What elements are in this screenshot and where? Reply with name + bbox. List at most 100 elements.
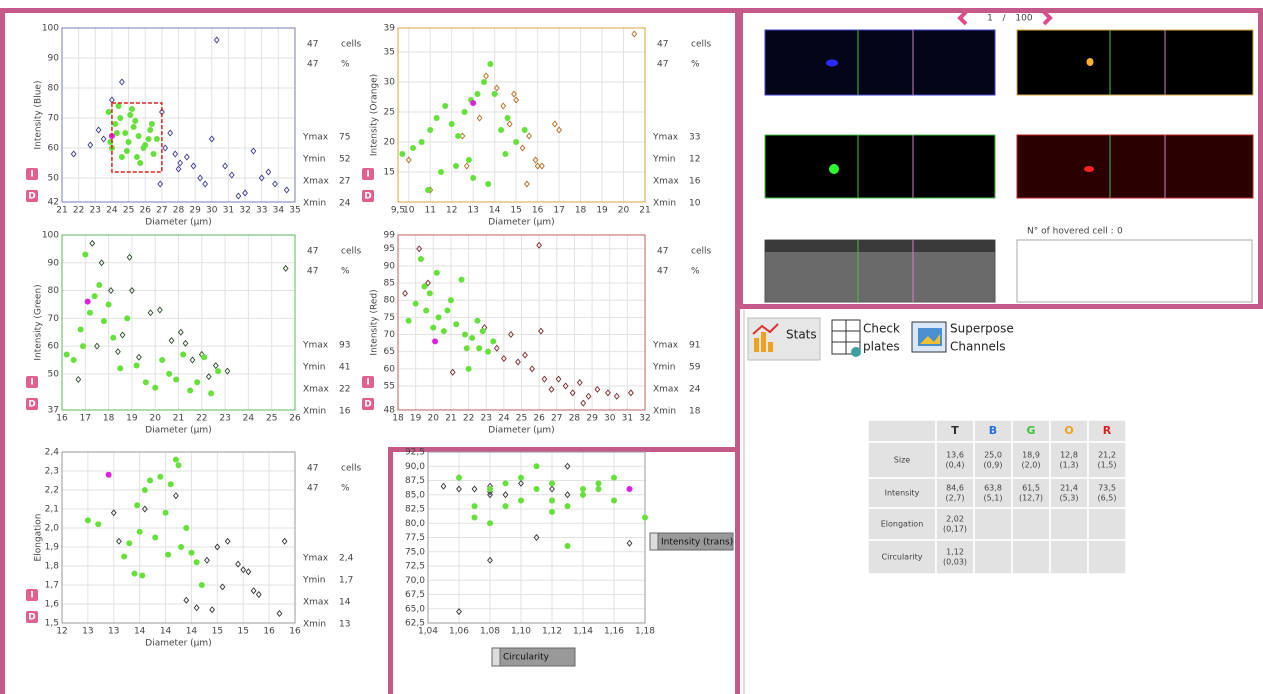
point bbox=[421, 283, 427, 289]
y-tick-label: 55 bbox=[384, 381, 395, 391]
icon bbox=[761, 332, 766, 352]
x-tick-label: 34 bbox=[273, 206, 285, 216]
point bbox=[178, 544, 184, 550]
cell-value: 21,2 bbox=[1098, 451, 1116, 460]
cell-count: 47 bbox=[307, 464, 318, 474]
x-tick-label: 23 bbox=[480, 414, 491, 424]
table-cell bbox=[1012, 508, 1050, 540]
point bbox=[502, 151, 508, 157]
stat-value: 2,4 bbox=[339, 554, 354, 564]
row-label: Intensity bbox=[885, 489, 920, 498]
stat-name: Ymax bbox=[302, 554, 329, 564]
point bbox=[485, 181, 491, 187]
point bbox=[413, 301, 419, 307]
stat-name: Xmax bbox=[653, 385, 679, 395]
y-tick-label: 1,8 bbox=[45, 562, 60, 572]
point bbox=[154, 136, 160, 142]
plot-area bbox=[398, 28, 645, 202]
x-tick-label: 13 bbox=[108, 627, 119, 637]
y-tick-label: 90 bbox=[48, 54, 60, 64]
x-tick-label: 1,10 bbox=[511, 627, 531, 637]
cell-value: (0,03) bbox=[943, 558, 967, 567]
y-tick-label: 30 bbox=[384, 78, 396, 88]
point bbox=[462, 332, 468, 338]
point bbox=[180, 351, 186, 357]
axis-button-label: D bbox=[364, 192, 371, 202]
point bbox=[534, 486, 540, 492]
page-current: 1 bbox=[987, 14, 993, 24]
point bbox=[456, 475, 462, 481]
stat-value: 16 bbox=[689, 177, 701, 187]
point bbox=[126, 139, 132, 145]
y-tick-label: 1,9 bbox=[45, 543, 60, 553]
x-tick-label: 30 bbox=[604, 414, 616, 424]
point bbox=[71, 357, 77, 363]
x-tick-label: 14 bbox=[186, 627, 198, 637]
x-tick-label: 20 bbox=[618, 206, 630, 216]
x-tick-label: 11 bbox=[424, 206, 435, 216]
point bbox=[142, 487, 148, 493]
x-tick-label: 25 bbox=[123, 206, 134, 216]
x-tick-label: 23 bbox=[90, 206, 101, 216]
point bbox=[455, 133, 461, 139]
y-tick-label: 80,0 bbox=[405, 519, 425, 529]
cell-value: 2,02 bbox=[946, 515, 964, 524]
next-button[interactable] bbox=[1044, 12, 1050, 24]
stat-value: 24 bbox=[689, 385, 701, 395]
y-tick-label: 80 bbox=[384, 296, 396, 306]
row-label: Size bbox=[894, 456, 911, 465]
point bbox=[503, 480, 509, 486]
x-tick-label: 16 bbox=[263, 627, 275, 637]
point bbox=[423, 307, 429, 313]
y-tick-label: 70 bbox=[48, 314, 60, 324]
point bbox=[549, 509, 555, 515]
point bbox=[124, 315, 130, 321]
point bbox=[139, 573, 145, 579]
y-tick-label: 72,5 bbox=[405, 562, 425, 572]
axis-button-label: D bbox=[28, 192, 35, 202]
x-tick-label: 22 bbox=[196, 414, 207, 424]
cell-count: 47 bbox=[657, 40, 668, 50]
cell-value: 13,6 bbox=[946, 451, 964, 460]
stat-value: 14 bbox=[339, 598, 351, 608]
point bbox=[152, 535, 158, 541]
red-cell bbox=[1084, 166, 1094, 172]
cell-percent-unit: % bbox=[691, 60, 700, 70]
check-label: Check bbox=[863, 322, 900, 336]
x-tick-label: 24 bbox=[106, 206, 118, 216]
y-tick-label: 15 bbox=[384, 168, 395, 178]
page-separator: / bbox=[1002, 14, 1006, 24]
point bbox=[137, 160, 143, 166]
point bbox=[101, 318, 107, 324]
y-tick-label: 90,0 bbox=[405, 462, 425, 472]
table-cell bbox=[1050, 508, 1088, 540]
x-tick-label: 10 bbox=[403, 206, 415, 216]
point bbox=[173, 457, 179, 463]
stat-value: 13 bbox=[339, 620, 350, 630]
point bbox=[201, 354, 207, 360]
y-tick-label: 82,5 bbox=[405, 505, 425, 515]
table-cell bbox=[974, 540, 1012, 574]
plot-area bbox=[62, 452, 295, 623]
y-tick-label: 70 bbox=[384, 330, 396, 340]
point bbox=[124, 148, 130, 154]
y-tick-label: 85 bbox=[384, 279, 395, 289]
cell-value: 1,12 bbox=[946, 548, 964, 557]
x-tick-label: 32 bbox=[239, 206, 250, 216]
point bbox=[127, 112, 133, 118]
y-tick-label: 2,2 bbox=[45, 486, 59, 496]
y-tick-label: 70 bbox=[48, 114, 60, 124]
cell-percent: 47 bbox=[657, 60, 668, 70]
point bbox=[147, 478, 153, 484]
point bbox=[476, 345, 482, 351]
x-tick-label: 25 bbox=[266, 414, 277, 424]
x-tick-label: 1,12 bbox=[542, 627, 562, 637]
point bbox=[487, 486, 493, 492]
y-tick-label: 70,0 bbox=[405, 576, 425, 586]
prev-button[interactable] bbox=[960, 12, 966, 24]
point bbox=[136, 133, 142, 139]
x-tick-label: 1,06 bbox=[449, 627, 469, 637]
superpose-label: Superpose bbox=[950, 322, 1014, 336]
x-tick-label: 29 bbox=[189, 206, 201, 216]
point bbox=[453, 163, 459, 169]
